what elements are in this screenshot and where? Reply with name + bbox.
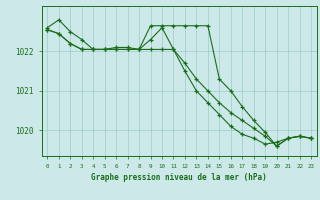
X-axis label: Graphe pression niveau de la mer (hPa): Graphe pression niveau de la mer (hPa) bbox=[91, 173, 267, 182]
